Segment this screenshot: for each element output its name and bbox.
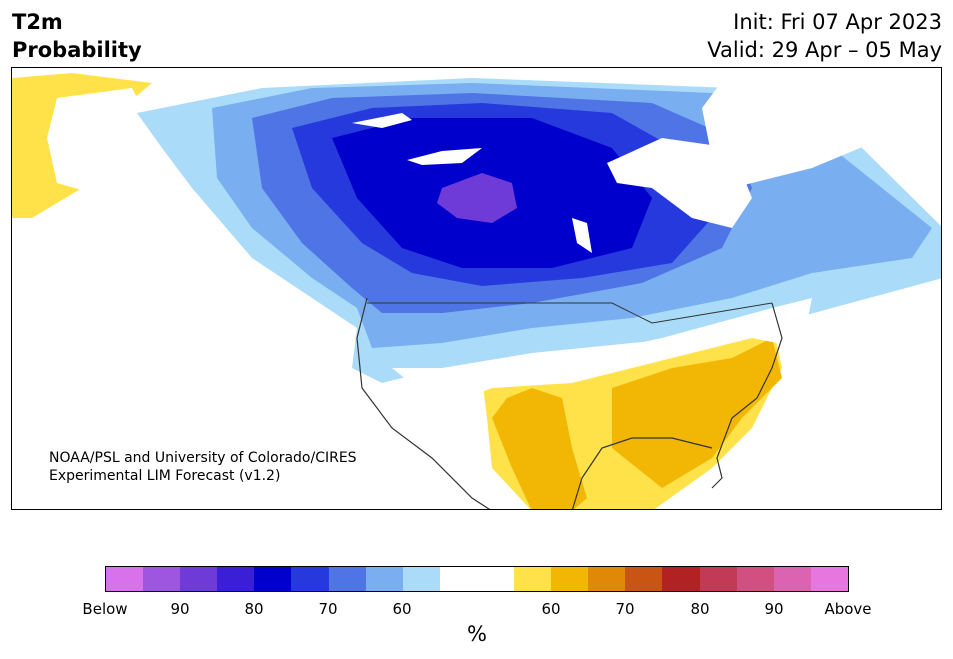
- great-slave-lake: [352, 113, 412, 128]
- neutral-zone: [392, 298, 812, 408]
- colorbar-segment: [551, 567, 589, 591]
- colorbar-label-70-cold: 70: [318, 600, 338, 618]
- colorbar-segment: [514, 567, 552, 591]
- colorbar-segment: [143, 567, 181, 591]
- lake-winnipeg: [572, 218, 592, 253]
- init-date: Init: Fri 07 Apr 2023: [733, 10, 942, 34]
- colorbar-segment: [773, 567, 811, 591]
- colorbar-segment: [365, 567, 403, 591]
- colorbar-label-above: Above: [824, 600, 872, 618]
- colorbar-segment: [106, 567, 144, 591]
- colorbar-segment: [662, 567, 700, 591]
- colorbar-label-80-cold: 80: [244, 600, 264, 618]
- probability-map: [11, 67, 942, 510]
- forecast-dates: Init: Fri 07 Apr 2023 Valid: 29 Apr – 05…: [707, 8, 942, 64]
- colorbar-segment: [588, 567, 626, 591]
- greenland-white: [702, 68, 941, 188]
- colorbar-label-90-warm: 90: [764, 600, 784, 618]
- colorbar-segment: [699, 567, 737, 591]
- alaska-white-core: [47, 88, 152, 193]
- colorbar-segment: [476, 567, 515, 591]
- colorbar-segment: [625, 567, 663, 591]
- lake-athabasca: [407, 148, 482, 165]
- colorbar-segment: [402, 567, 440, 591]
- title-line-1: T2m: [12, 10, 63, 34]
- colorbar-label-70-warm: 70: [615, 600, 635, 618]
- chart-title: T2m Probability: [12, 8, 142, 64]
- warm-zone-southeast: [612, 338, 782, 488]
- colorbar-segment: [439, 567, 477, 591]
- credit-text: NOAA/PSL and University of Colorado/CIRE…: [49, 449, 357, 485]
- colorbar-label-90-cold: 90: [170, 600, 190, 618]
- hudson-bay: [607, 138, 752, 228]
- colorbar-segment: [328, 567, 366, 591]
- colorbar-label-60-warm: 60: [541, 600, 561, 618]
- colorbar-label-60-cold: 60: [392, 600, 412, 618]
- colorbar-label-below: Below: [82, 600, 128, 618]
- colorbar-segment: [291, 567, 329, 591]
- cold-core: [437, 173, 517, 223]
- colorbar-segment: [217, 567, 255, 591]
- title-line-2: Probability: [12, 38, 142, 62]
- colorbar: [105, 566, 849, 592]
- colorbar-label-80-warm: 80: [690, 600, 710, 618]
- colorbar-unit: %: [467, 622, 487, 646]
- map-svg: [12, 68, 941, 509]
- warm-zone-mexico: [492, 388, 587, 509]
- coastline-west: [356, 297, 491, 509]
- colorbar-segment: [810, 567, 848, 591]
- colorbar-segment: [736, 567, 774, 591]
- credit-line-2: Experimental LIM Forecast (v1.2): [49, 468, 281, 484]
- colorbar-segment: [180, 567, 218, 591]
- coastline-east: [711, 302, 783, 489]
- credit-line-1: NOAA/PSL and University of Colorado/CIRE…: [49, 450, 357, 466]
- us-canada-border: [367, 302, 773, 324]
- gulf-coast: [571, 437, 713, 509]
- colorbar-segment: [254, 567, 292, 591]
- valid-range: Valid: 29 Apr – 05 May: [707, 38, 942, 62]
